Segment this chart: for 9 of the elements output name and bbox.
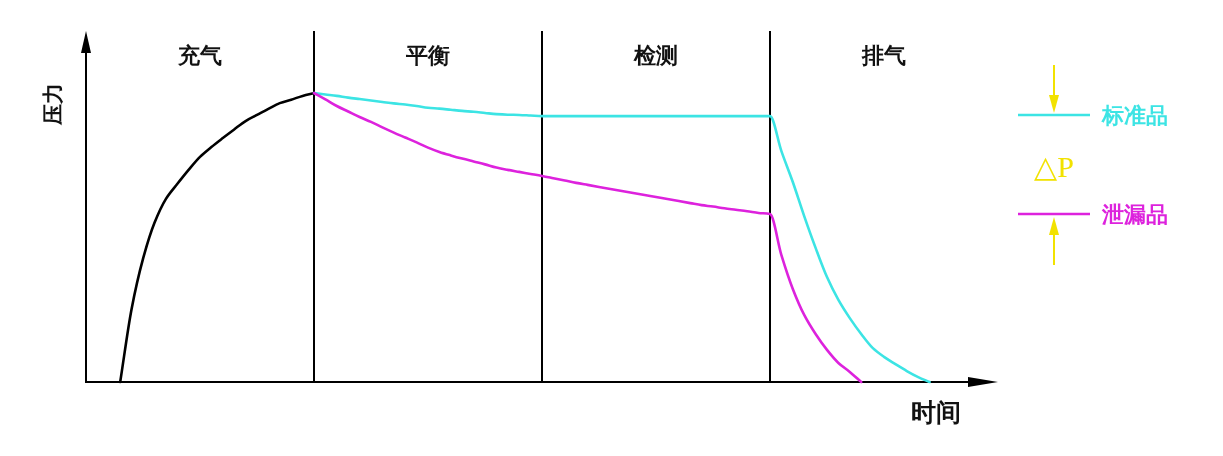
legend-label: 标准品 <box>1101 103 1168 128</box>
text: △P <box>1034 149 1074 183</box>
legend-label: 泄漏品 <box>1101 202 1168 227</box>
x-tick-label: 充气 <box>177 43 222 68</box>
x-tick-label: 排气 <box>861 43 906 68</box>
y-axis-title: 压力 <box>41 83 65 126</box>
x-axis-title: 时间 <box>911 398 961 427</box>
x-tick-label: 平衡 <box>405 43 450 68</box>
x-tick-label: 检测 <box>633 43 678 68</box>
